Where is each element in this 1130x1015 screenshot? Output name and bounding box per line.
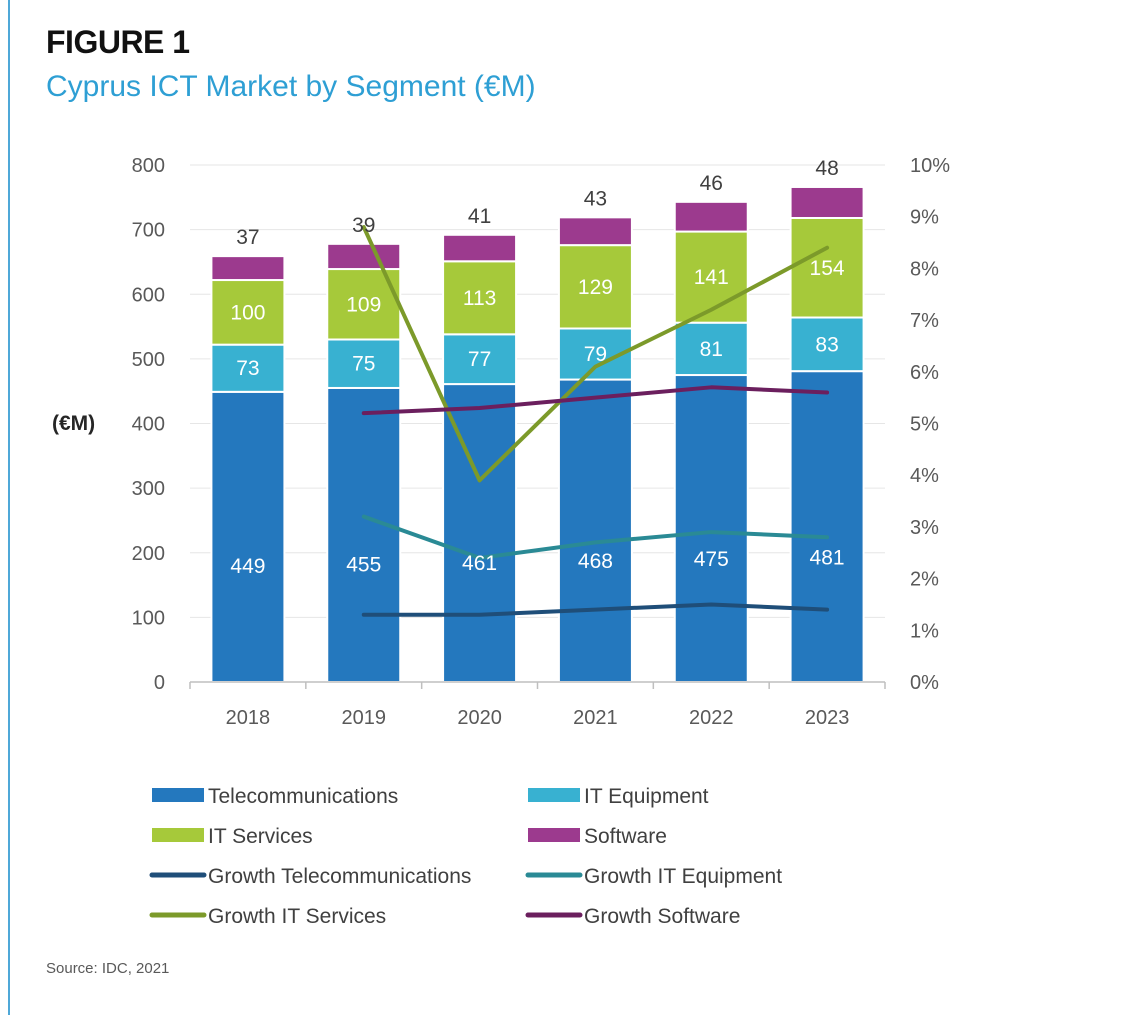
legend-label: Growth IT Equipment <box>584 865 782 888</box>
data-label: 46 <box>700 172 723 195</box>
y2-tick-label: 8% <box>910 258 939 280</box>
y-tick-label: 400 <box>132 414 165 436</box>
bar-it-equipment <box>789 316 865 373</box>
legend-swatch <box>152 828 204 842</box>
data-label: 468 <box>578 550 613 573</box>
legend-label: IT Equipment <box>584 785 709 808</box>
figure-border <box>8 0 10 1015</box>
y-tick-label: 200 <box>132 543 165 565</box>
x-tick-label: 2019 <box>342 707 387 729</box>
line-growth-telecommunications <box>361 602 830 617</box>
data-label: 81 <box>700 338 723 361</box>
y-tick-label: 100 <box>132 607 165 629</box>
bar-software <box>326 242 402 271</box>
y-axis-label: (€M) <box>52 412 95 435</box>
line-growth-it-services <box>361 225 830 483</box>
y-tick-label: 500 <box>132 349 165 371</box>
bar-telecommunications <box>673 374 749 683</box>
y-tick-label: 300 <box>132 478 165 500</box>
y2-tick-label: 2% <box>910 569 939 591</box>
source-note: Source: IDC, 2021 <box>46 960 170 977</box>
x-tick-label: 2021 <box>573 707 618 729</box>
data-label: 481 <box>810 547 845 570</box>
growth-lines <box>361 225 830 617</box>
legend-label: Software <box>584 825 667 848</box>
data-labels: 449 73 100 37 455 75 109 39 461 77 113 41 468 79 129 43… <box>230 157 845 578</box>
y2-tick-label: 3% <box>910 517 939 539</box>
y-tick-label: 600 <box>132 284 165 306</box>
y-tick-label: 0 <box>154 672 165 694</box>
bar-software <box>789 185 865 219</box>
data-label: 141 <box>694 266 729 289</box>
bar-it-equipment <box>210 343 286 393</box>
figure-title: Cyprus ICT Market by Segment (€M) <box>46 70 536 103</box>
bar-it-equipment <box>326 338 402 389</box>
data-label: 129 <box>578 276 613 299</box>
y2-tick-label: 10% <box>910 155 950 177</box>
bar-stacks <box>210 185 865 683</box>
bar-telecommunications <box>442 383 518 683</box>
data-label: 77 <box>468 348 491 371</box>
data-label: 109 <box>346 293 381 316</box>
data-label: 475 <box>694 548 729 571</box>
figure-label: FIGURE 1 <box>46 24 190 60</box>
bar-it-equipment <box>442 333 518 386</box>
line-growth-software <box>361 385 830 416</box>
data-label: 461 <box>462 552 497 575</box>
y2-tick-label: 0% <box>910 672 939 694</box>
data-label: 455 <box>346 553 381 576</box>
legend-swatch <box>528 788 580 802</box>
bar-telecommunications <box>789 370 865 683</box>
y2-tick-label: 1% <box>910 620 939 642</box>
y-tick-label: 700 <box>132 220 165 242</box>
x-tick-label: 2022 <box>689 707 734 729</box>
legend-swatch <box>528 828 580 842</box>
x-tick-label: 2020 <box>457 707 502 729</box>
data-label: 100 <box>230 301 265 324</box>
data-label: 73 <box>236 357 259 380</box>
bar-it-services <box>789 216 865 319</box>
bar-software <box>673 200 749 233</box>
bar-telecommunications <box>557 378 633 683</box>
bar-telecommunications <box>326 386 402 683</box>
y2-tick-label: 9% <box>910 207 939 229</box>
bar-it-services <box>557 244 633 330</box>
legend-label: Telecommunications <box>208 785 398 808</box>
data-label: 113 <box>463 287 496 310</box>
data-label: 48 <box>815 157 838 180</box>
legend-label: Growth IT Services <box>208 905 386 928</box>
axes: 0 100 200 300 400 500 600 700 800 0% 1% 2% 3% 4% 5% 6% 7… <box>132 155 951 729</box>
legend-label: IT Services <box>208 825 313 848</box>
y2-tick-label: 6% <box>910 362 939 384</box>
legend-label: Growth Telecommunications <box>208 865 471 888</box>
y2-tick-label: 7% <box>910 310 939 332</box>
legend-swatch <box>152 788 204 802</box>
data-label: 449 <box>230 555 265 578</box>
bar-it-services <box>210 279 286 346</box>
y2-tick-label: 4% <box>910 465 939 487</box>
data-label: 75 <box>352 353 375 376</box>
data-label: 39 <box>352 214 375 237</box>
bar-software <box>210 255 286 282</box>
x-tick-label: 2018 <box>226 707 271 729</box>
y-tick-label: 800 <box>132 155 165 177</box>
data-label: 79 <box>584 343 607 366</box>
bar-software <box>557 216 633 247</box>
data-label: 43 <box>584 187 607 210</box>
x-tick-label: 2023 <box>805 707 850 729</box>
bar-telecommunications <box>210 390 286 683</box>
legend: Telecommunications IT Equipment IT Service… <box>149 785 782 928</box>
line-growth-it-equipment <box>361 514 830 560</box>
legend-label: Growth Software <box>584 905 740 928</box>
data-label: 41 <box>468 205 491 228</box>
data-label: 154 <box>810 257 845 280</box>
data-label: 83 <box>815 333 838 356</box>
data-label: 37 <box>236 226 259 249</box>
bar-software <box>442 233 518 263</box>
y2-tick-label: 5% <box>910 414 939 436</box>
